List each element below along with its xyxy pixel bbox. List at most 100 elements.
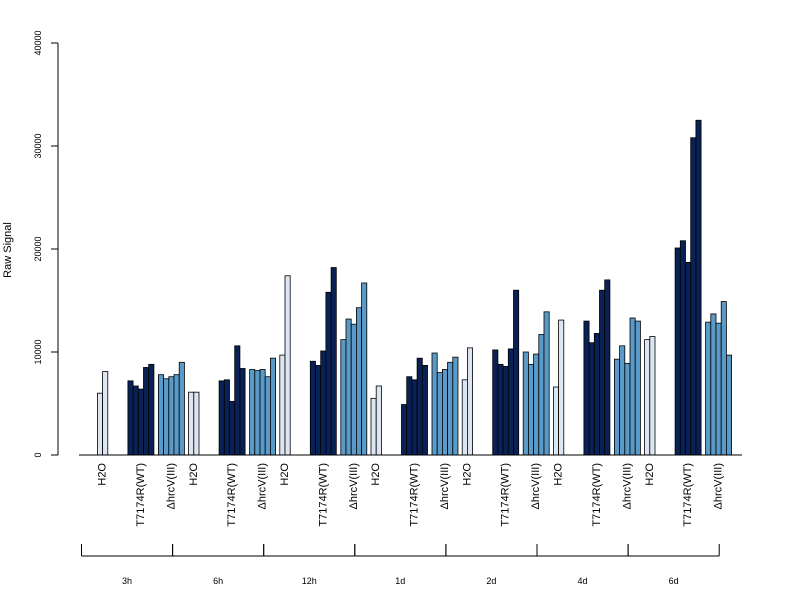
y-tick-label: 10000 — [33, 339, 43, 364]
y-tick-label: 20000 — [33, 236, 43, 261]
bar-4d-t7174r-wt-1 — [583, 320, 590, 456]
bar-4d-hrcv-iii-4 — [629, 317, 636, 456]
bar-6h-t7174r-wt-2 — [223, 379, 230, 456]
treatment-label-6d-t7174r-wt: T7174R(WT) — [682, 463, 694, 527]
bar-1d-hrcv-iii-2 — [436, 372, 443, 456]
bar-1d-t7174r-wt-3 — [411, 379, 418, 456]
bar-6h-t7174r-wt-4 — [234, 345, 241, 456]
bar-6h-t7174r-wt-3 — [229, 401, 236, 456]
y-tick-label: 40000 — [33, 30, 43, 55]
bar-6d-h2o-2 — [649, 336, 656, 456]
bar-6h-hrcv-iii-4 — [264, 376, 271, 456]
bar-6h-h2o-2 — [193, 391, 200, 456]
bar-6h-hrcv-iii-3 — [259, 369, 266, 456]
timepoint-label-6d: 6d — [669, 576, 679, 586]
bar-6d-hrcv-iii-1 — [705, 321, 712, 456]
bar-6h-hrcv-iii-2 — [254, 370, 261, 456]
timepoint-label-1d: 1d — [395, 576, 405, 586]
bar-1d-t7174r-wt-4 — [416, 357, 423, 456]
bar-3h-hrcv-iii-1 — [157, 374, 164, 456]
bar-4d-hrcv-iii-3 — [624, 362, 631, 456]
treatment-label-3h-h2o: H2O — [97, 463, 109, 486]
bar-3h-t7174r-wt-4 — [143, 367, 150, 456]
bar-12h-hrcv-iii-5 — [361, 282, 368, 456]
bar-2d-h2o-1 — [461, 379, 468, 456]
y-tick-label: 0 — [33, 452, 43, 457]
bar-2d-t7174r-wt-4 — [507, 348, 514, 456]
treatment-label-2d-t7174r-wt: T7174R(WT) — [500, 463, 512, 527]
treatment-label-12h-hrcv-iii: ΔhrcV(III) — [348, 463, 360, 509]
bar-3h-t7174r-wt-2 — [132, 385, 139, 456]
treatment-label-1d-hrcv-iii: ΔhrcV(III) — [439, 463, 451, 509]
treatment-label-6h-h2o: H2O — [188, 463, 200, 486]
bar-4d-t7174r-wt-3 — [593, 333, 600, 456]
bar-6h-t7174r-wt-1 — [218, 380, 225, 456]
bar-6d-t7174r-wt-2 — [679, 240, 686, 456]
treatment-label-6d-h2o: H2O — [644, 463, 656, 486]
bar-3h-t7174r-wt-5 — [148, 363, 155, 456]
bar-3h-t7174r-wt-3 — [137, 388, 144, 456]
bar-3h-h2o-1 — [97, 392, 104, 456]
timepoint-brackets: 3h 6h 12h 1d 2d 4d 6d — [81, 544, 720, 586]
bar-12h-hrcv-iii-4 — [355, 307, 362, 456]
bar-4d-t7174r-wt-5 — [604, 279, 611, 456]
bar-6h-hrcv-iii-5 — [269, 357, 276, 456]
bar-6h-hrcv-iii-1 — [249, 369, 256, 456]
bar-2d-hrcv-iii-5 — [543, 311, 550, 456]
bar-6h-h2o-1 — [188, 391, 195, 456]
bar-12h-h2o-1 — [279, 354, 286, 456]
treatment-label-4d-hrcv-iii: ΔhrcV(III) — [621, 463, 633, 509]
bar-1d-hrcv-iii-1 — [431, 352, 438, 456]
bar-3h-hrcv-iii-5 — [178, 361, 185, 456]
bar-3h-hrcv-iii-4 — [173, 374, 180, 456]
bar-6d-t7174r-wt-5 — [695, 119, 702, 456]
bar-4d-hrcv-iii-5 — [634, 320, 641, 456]
treatment-label-12h-h2o: H2O — [279, 463, 291, 486]
treatment-label-3h-hrcv-iii: ΔhrcV(III) — [165, 463, 177, 509]
bar-6d-hrcv-iii-5 — [726, 354, 733, 456]
bar-2d-hrcv-iii-2 — [528, 363, 535, 456]
bar-2d-hrcv-iii-1 — [522, 351, 529, 456]
bar-12h-h2o-2 — [284, 275, 291, 456]
treatment-label-1d-t7174r-wt: T7174R(WT) — [409, 463, 421, 527]
bar-12h-t7174r-wt-4 — [325, 291, 332, 456]
bar-12h-hrcv-iii-1 — [340, 339, 347, 456]
bar-6d-hrcv-iii-3 — [715, 322, 722, 456]
treatment-label-1d-h2o: H2O — [370, 463, 382, 486]
treatment-label-12h-t7174r-wt: T7174R(WT) — [317, 463, 329, 527]
bar-6d-hrcv-iii-2 — [710, 313, 717, 456]
treatment-labels: H2O T7174R(WT) ΔhrcV(III) H2O T7174R(WT) Δhrc… — [97, 463, 725, 527]
treatment-label-3h-t7174r-wt: T7174R(WT) — [135, 463, 147, 527]
bar-1d-hrcv-iii-5 — [452, 356, 459, 456]
treatment-label-4d-h2o: H2O — [553, 463, 565, 486]
bar-4d-h2o-2 — [558, 319, 565, 456]
bar-4d-h2o-1 — [553, 386, 560, 456]
bar-2d-hrcv-iii-4 — [538, 334, 545, 456]
bar-3h-h2o-2 — [102, 371, 109, 456]
bar-6d-t7174r-wt-4 — [690, 137, 697, 456]
timepoint-label-3h: 3h — [122, 576, 132, 586]
bar-1d-t7174r-wt-1 — [401, 404, 408, 456]
bar-2d-h2o-2 — [466, 347, 473, 456]
timepoint-label-2d: 2d — [486, 576, 496, 586]
bar-1d-h2o-1 — [370, 397, 377, 456]
y-tick-label: 30000 — [33, 133, 43, 158]
bar-6d-t7174r-wt-1 — [674, 247, 681, 456]
treatment-label-4d-t7174r-wt: T7174R(WT) — [591, 463, 603, 527]
timepoint-label-6h: 6h — [213, 576, 223, 586]
bars — [97, 119, 733, 456]
bar-4d-hrcv-iii-2 — [619, 345, 626, 456]
bar-3h-hrcv-iii-3 — [168, 376, 175, 456]
bar-2d-hrcv-iii-3 — [533, 353, 540, 456]
bar-3h-hrcv-iii-2 — [163, 378, 170, 456]
bar-1d-t7174r-wt-2 — [406, 376, 413, 456]
treatment-label-2d-h2o: H2O — [461, 463, 473, 486]
bar-2d-t7174r-wt-5 — [513, 289, 520, 456]
timepoint-label-4d: 4d — [577, 576, 587, 586]
y-axis: 0 10000 20000 30000 40000 — [33, 30, 59, 458]
timepoint-label-12h: 12h — [302, 576, 317, 586]
bar-4d-t7174r-wt-2 — [588, 342, 595, 456]
bar-1d-hrcv-iii-3 — [441, 369, 448, 456]
bar-12h-t7174r-wt-5 — [330, 267, 337, 456]
